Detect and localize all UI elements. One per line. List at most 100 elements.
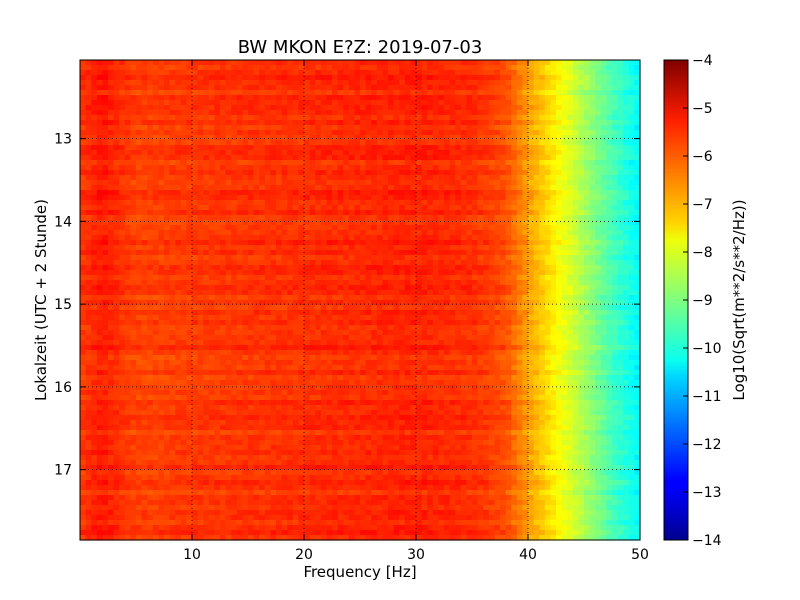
heatmap-cell bbox=[292, 260, 299, 266]
heatmap-cell bbox=[197, 300, 204, 306]
heatmap-cell bbox=[186, 205, 193, 211]
heatmap-cell bbox=[259, 125, 266, 131]
heatmap-cell bbox=[528, 135, 535, 141]
heatmap-cell bbox=[332, 220, 339, 226]
heatmap-cell bbox=[628, 120, 635, 126]
heatmap-cell bbox=[612, 155, 619, 161]
heatmap-cell bbox=[404, 245, 411, 251]
heatmap-cell bbox=[567, 255, 574, 261]
heatmap-cell bbox=[264, 245, 271, 251]
heatmap-cell bbox=[472, 120, 479, 126]
heatmap-cell bbox=[544, 230, 551, 236]
heatmap-cell bbox=[276, 180, 283, 186]
heatmap-cell bbox=[124, 90, 131, 96]
heatmap-cell bbox=[416, 275, 423, 281]
heatmap-cell bbox=[578, 285, 585, 291]
heatmap-cell bbox=[169, 105, 176, 111]
heatmap-cell bbox=[315, 70, 322, 76]
heatmap-cell bbox=[298, 195, 305, 201]
heatmap-cell bbox=[528, 150, 535, 156]
heatmap-cell bbox=[421, 130, 428, 136]
heatmap-cell bbox=[264, 210, 271, 216]
heatmap-cell bbox=[130, 125, 137, 131]
heatmap-cell bbox=[567, 245, 574, 251]
heatmap-cell bbox=[292, 290, 299, 296]
heatmap-cell bbox=[276, 290, 283, 296]
heatmap-cell bbox=[180, 80, 187, 86]
heatmap-cell bbox=[516, 60, 523, 66]
heatmap-cell bbox=[231, 90, 238, 96]
heatmap-cell bbox=[360, 100, 367, 106]
heatmap-cell bbox=[466, 75, 473, 81]
heatmap-cell bbox=[399, 140, 406, 146]
heatmap-cell bbox=[259, 295, 266, 301]
heatmap-cell bbox=[225, 100, 232, 106]
heatmap-cell bbox=[399, 110, 406, 116]
heatmap-cell bbox=[399, 75, 406, 81]
heatmap-cell bbox=[192, 265, 199, 271]
heatmap-cell bbox=[96, 75, 103, 81]
heatmap-cell bbox=[309, 125, 316, 131]
heatmap-cell bbox=[410, 75, 417, 81]
heatmap-cell bbox=[432, 155, 439, 161]
heatmap-cell bbox=[281, 290, 288, 296]
heatmap-cell bbox=[108, 280, 115, 286]
heatmap-cell bbox=[276, 215, 283, 221]
heatmap-cell bbox=[572, 240, 579, 246]
heatmap-cell bbox=[421, 155, 428, 161]
heatmap-cell bbox=[584, 265, 591, 271]
heatmap-cell bbox=[354, 280, 361, 286]
heatmap-cell bbox=[96, 150, 103, 156]
heatmap-cell bbox=[208, 250, 215, 256]
heatmap-cell bbox=[600, 300, 607, 306]
heatmap-cell bbox=[236, 220, 243, 226]
heatmap-cell bbox=[438, 145, 445, 151]
heatmap-cell bbox=[208, 190, 215, 196]
heatmap-cell bbox=[225, 280, 232, 286]
heatmap-cell bbox=[427, 185, 434, 191]
heatmap-cell bbox=[404, 205, 411, 211]
heatmap-cell bbox=[326, 285, 333, 291]
heatmap-cell bbox=[449, 75, 456, 81]
heatmap-cell bbox=[438, 235, 445, 241]
heatmap-cell bbox=[477, 175, 484, 181]
heatmap-cell bbox=[399, 120, 406, 126]
heatmap-cell bbox=[259, 305, 266, 311]
heatmap-cell bbox=[589, 135, 596, 141]
heatmap-cell bbox=[337, 205, 344, 211]
heatmap-cell bbox=[220, 245, 227, 251]
heatmap-cell bbox=[612, 285, 619, 291]
heatmap-cell bbox=[236, 210, 243, 216]
heatmap-cell bbox=[343, 145, 350, 151]
heatmap-cell bbox=[432, 170, 439, 176]
heatmap-cell bbox=[416, 70, 423, 76]
heatmap-cell bbox=[281, 120, 288, 126]
heatmap-cell bbox=[595, 175, 602, 181]
heatmap-cell bbox=[315, 250, 322, 256]
heatmap-cell bbox=[444, 255, 451, 261]
heatmap-cell bbox=[248, 225, 255, 231]
heatmap-cell bbox=[208, 75, 215, 81]
heatmap-cell bbox=[634, 225, 641, 231]
heatmap-cell bbox=[152, 280, 159, 286]
heatmap-cell bbox=[242, 285, 249, 291]
heatmap-cell bbox=[522, 165, 529, 171]
heatmap-cell bbox=[119, 145, 126, 151]
heatmap-cell bbox=[634, 255, 641, 261]
heatmap-cell bbox=[259, 270, 266, 276]
heatmap-cell bbox=[477, 135, 484, 141]
heatmap-cell bbox=[91, 105, 98, 111]
heatmap-cell bbox=[360, 215, 367, 221]
heatmap-cell bbox=[612, 245, 619, 251]
heatmap-cell bbox=[500, 280, 507, 286]
heatmap-cell bbox=[186, 180, 193, 186]
heatmap-cell bbox=[606, 170, 613, 176]
heatmap-cell bbox=[220, 170, 227, 176]
heatmap-cell bbox=[494, 90, 501, 96]
heatmap-cell bbox=[343, 300, 350, 306]
heatmap-cell bbox=[511, 215, 518, 221]
heatmap-cell bbox=[539, 235, 546, 241]
heatmap-cell bbox=[360, 160, 367, 166]
heatmap-cell bbox=[343, 135, 350, 141]
heatmap-cell bbox=[539, 170, 546, 176]
